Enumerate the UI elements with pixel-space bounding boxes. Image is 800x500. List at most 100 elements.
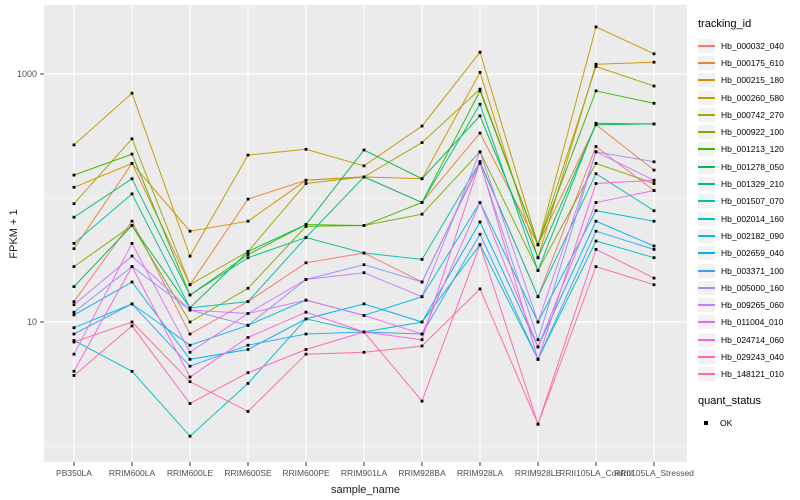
legend-key-swatch [698,194,715,209]
legend-key-swatch [698,211,715,226]
legend-item-label: Hb_001507_070 [721,196,784,207]
legend-line-icon [698,113,715,116]
legend-title-quant-status: quant_status [698,394,761,407]
legend-line-icon [698,286,715,289]
legend-item: Hb_001278_050 [698,158,798,175]
x-axis-ticks: PB350LA RRIM600LA RRIM600LE RRIM600SE RRIM60… [56,462,694,478]
legend-item: Hb_000032_040 [698,37,798,54]
legend-item: Hb_029243_040 [698,348,798,365]
legend-line-icon [698,200,715,203]
legend-key-swatch [698,349,715,364]
legend-line-icon [698,165,715,168]
svg-text:10: 10 [27,317,37,327]
legend-line-icon [698,131,715,134]
ok-square-icon [704,420,708,425]
legend-item: Hb_000922_100 [698,123,798,140]
svg-text:PB350LA: PB350LA [56,468,92,478]
legend-item: Hb_001329_210 [698,175,798,192]
legend-item: Hb_148121_010 [698,366,798,383]
legend-item-ok: OK [698,414,798,431]
legend-line-icon [698,338,715,341]
legend-item-label: Hb_000215_180 [721,75,784,86]
legend-item-label: Hb_005000_160 [721,282,784,293]
legend-line-icon [698,234,715,237]
legend-item: Hb_000215_180 [698,72,798,89]
legend-item: Hb_000175_610 [698,54,798,71]
legend-key-swatch [698,263,715,278]
legend-line-icon [698,252,715,255]
legend-line-icon [698,269,715,272]
legend-item: Hb_000742_270 [698,106,798,123]
legend-item-label: Hb_002014_160 [721,213,784,224]
legend-item: Hb_001507_070 [698,193,798,210]
svg-text:RRIM901LA: RRIM901LA [341,468,388,478]
svg-text:RRII105LA_Control: RRII105LA_Control [559,468,633,478]
legend-key-swatch [698,107,715,122]
legend-item-label: Hb_002659_040 [721,248,784,259]
legend-item-label: Hb_000742_270 [721,109,784,120]
legend-item: Hb_002659_040 [698,245,798,262]
legend-key-swatch [698,332,715,347]
legend-key-swatch [698,159,715,174]
legend-item: Hb_002014_160 [698,210,798,227]
legend-item-label: OK [720,417,733,428]
legend-key-swatch [698,315,715,330]
legend-line-icon [698,373,715,376]
svg-text:RRIM600SE: RRIM600SE [224,468,272,478]
legend-line-icon [698,79,715,82]
legend-key-swatch [698,73,715,88]
svg-text:RRIM928LE: RRIM928LE [515,468,562,478]
y-axis-title: FPKM + 1 [8,209,20,259]
major-gridlines [44,5,687,462]
legend-key-swatch [698,298,715,313]
legend-item: Hb_002182_090 [698,227,798,244]
legend-item-label: Hb_003371_100 [721,265,784,276]
legend-item-label: Hb_001329_210 [721,179,784,190]
legend-line-icon [698,217,715,220]
legend-key-swatch [698,142,715,157]
legend-key-swatch [698,367,715,382]
legend-key-swatch [698,228,715,243]
legend-item: Hb_003371_100 [698,262,798,279]
legend-item: Hb_024714_060 [698,331,798,348]
svg-text:RRIM600LE: RRIM600LE [167,468,214,478]
legend-line-icon [698,355,715,358]
legend-line-icon [698,304,715,307]
legend-item-label: Hb_024714_060 [721,334,784,345]
svg-text:RRIM928LA: RRIM928LA [457,468,504,478]
legend-item-label: Hb_002182_090 [721,230,784,241]
legend-item-label: Hb_001278_050 [721,161,784,172]
legend-quant-status: quant_status OK [698,395,798,431]
legend-item-label: Hb_000922_100 [721,127,784,138]
legend-item-label: Hb_029243_040 [721,351,784,362]
legend-item-label: Hb_000032_040 [721,40,784,51]
legend-key-swatch [698,177,715,192]
data-points [72,25,656,438]
legend-item-label: Hb_009265_060 [721,300,784,311]
svg-text:RRIM600PE: RRIM600PE [282,468,330,478]
legend-line-icon [698,148,715,151]
legend-line-icon [698,183,715,186]
legend-key-swatch [698,280,715,295]
legend-line-icon [698,96,715,99]
svg-text:1000: 1000 [17,69,37,79]
legend: tracking_id Hb_000032_040 Hb_000175_610 Hb… [698,18,798,431]
legend-key-swatch [698,38,715,53]
legend-item: Hb_009265_060 [698,296,798,313]
legend-line-icon [698,61,715,64]
legend-item-label: Hb_001213_120 [721,144,784,155]
svg-text:RRIM928BA: RRIM928BA [398,468,446,478]
y-axis-ticks: 10 1000 [17,69,44,327]
legend-item-label: Hb_011004_010 [721,317,784,328]
legend-item: Hb_001213_120 [698,141,798,158]
legend-key-swatch [698,125,715,140]
legend-item: Hb_011004_010 [698,314,798,331]
legend-title-tracking-id: tracking_id [698,18,752,30]
svg-text:RRIM600LA: RRIM600LA [109,468,156,478]
legend-key-swatch [698,90,715,105]
legend-line-icon [698,44,715,47]
legend-item: Hb_005000_160 [698,279,798,296]
x-axis-title: sample_name [330,484,401,496]
